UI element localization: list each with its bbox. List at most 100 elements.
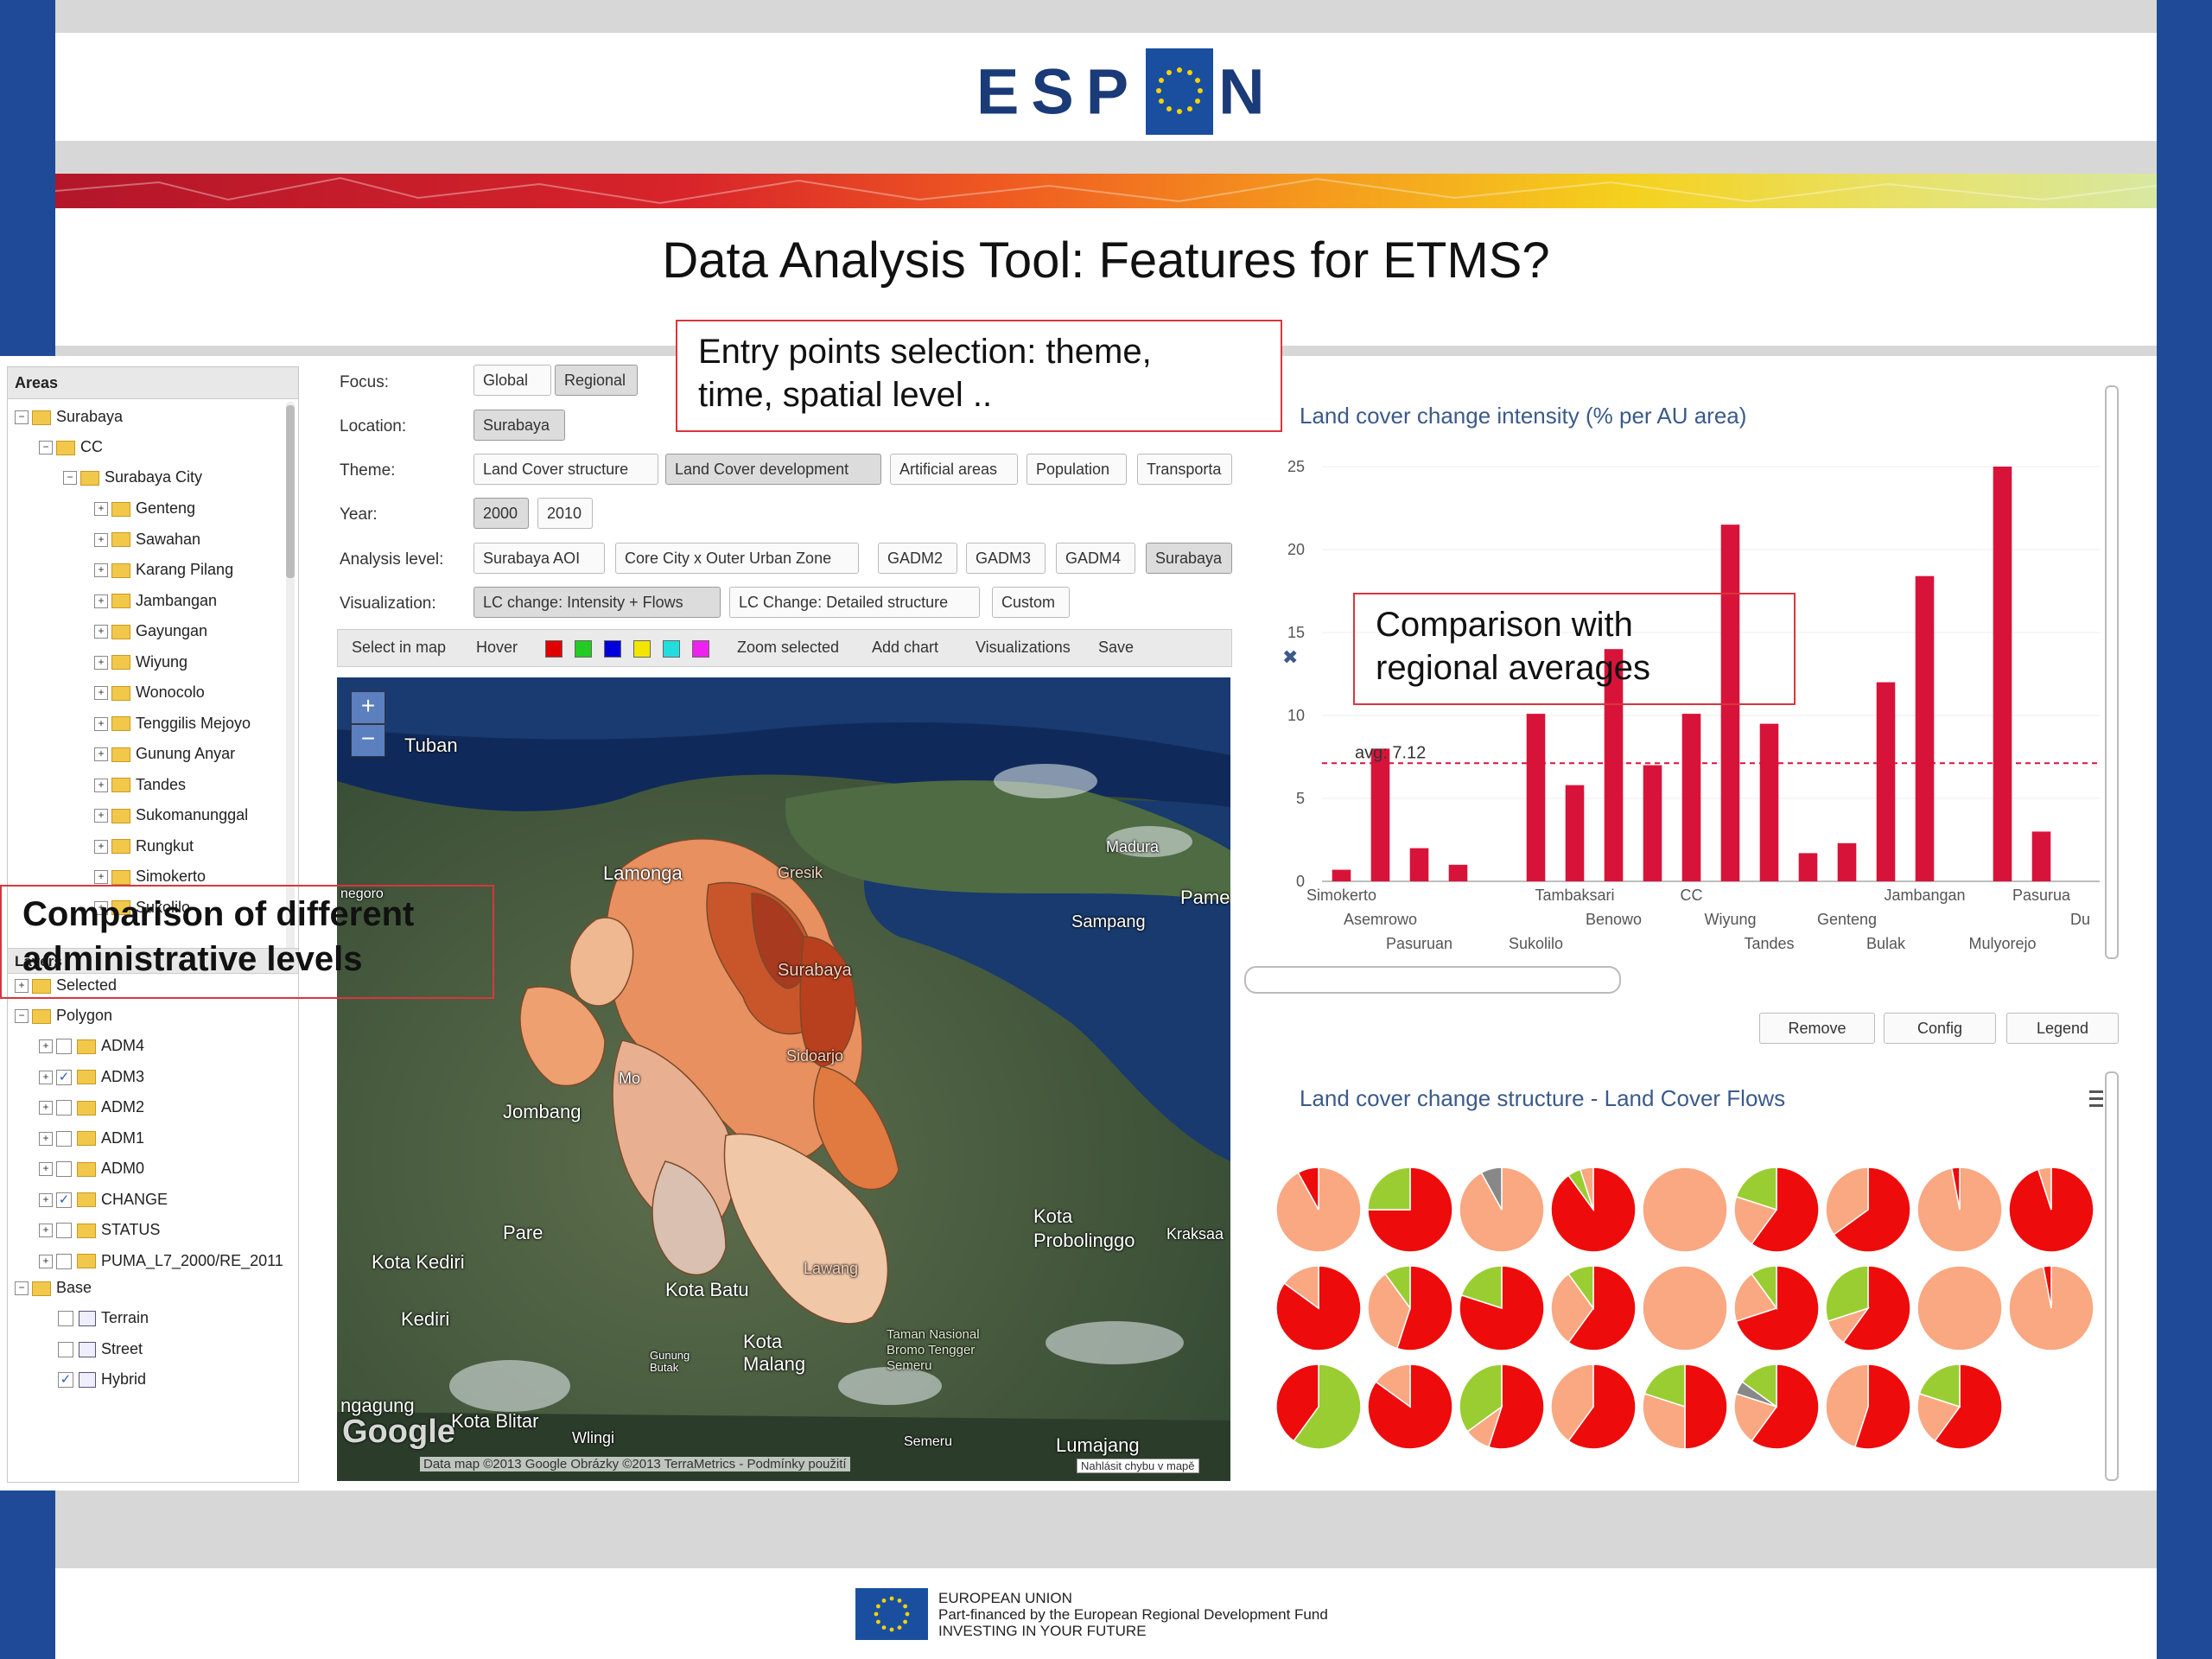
expand-icon[interactable]: + [94,900,108,915]
base-layer-item[interactable]: ✓ Hybrid [58,1366,146,1392]
viz-detailed-structure-button[interactable]: LC Change: Detailed structure [729,587,980,618]
tree-node-cc[interactable]: − CC [39,434,103,460]
expand-icon[interactable]: + [39,1101,53,1116]
tree-node-district[interactable]: + Genteng [94,495,195,521]
map-zoom-in-button[interactable]: + [351,691,385,724]
expand-icon[interactable]: + [39,1192,53,1207]
theme-land-cover-development-button[interactable]: Land Cover development [665,454,881,485]
layer-item[interactable]: + ✓ CHANGE [39,1186,168,1212]
layer-checkbox[interactable] [56,1223,72,1239]
analysis-gadm4-button[interactable]: GADM4 [1056,543,1135,574]
expand-icon[interactable]: + [39,1254,53,1268]
viz-intensity-flows-button[interactable]: LC change: Intensity + Flows [474,587,721,618]
base-layer-item[interactable]: Terrain [58,1305,149,1331]
chart-side-x-icon[interactable]: ✖ [1282,646,1299,668]
tree-node-district[interactable]: + Tandes [94,772,186,798]
tree-node-district[interactable]: + Tenggilis Mejoyo [94,710,251,736]
analysis-core-city-button[interactable]: Core City x Outer Urban Zone [615,543,859,574]
tree-node-district[interactable]: + Sawahan [94,526,200,552]
expand-icon[interactable]: + [15,979,29,994]
color-swatch-yellow[interactable] [633,640,651,658]
tree-node-district[interactable]: + Jambangan [94,588,217,613]
expand-icon[interactable]: + [39,1162,53,1177]
config-chart-button[interactable]: Config [1884,1013,1996,1044]
chart-menu-icon[interactable] [2089,1090,2103,1109]
map-zoom-out-button[interactable]: − [351,724,385,757]
expand-icon[interactable]: + [39,1039,53,1054]
theme-land-cover-structure-button[interactable]: Land Cover structure [474,454,658,485]
layer-checkbox[interactable]: ✓ [58,1372,73,1389]
layer-item[interactable]: + ADM1 [39,1125,144,1151]
layer-checkbox[interactable] [56,1100,72,1116]
expand-icon[interactable]: + [94,839,108,854]
analysis-gadm3-button[interactable]: GADM3 [966,543,1046,574]
expand-icon[interactable]: + [94,716,108,731]
tree-scrollbar[interactable] [286,402,295,963]
expand-icon[interactable]: + [94,532,108,547]
expand-icon[interactable]: + [94,747,108,762]
layer-checkbox[interactable] [56,1130,72,1147]
legend-chart-button[interactable]: Legend [2006,1013,2119,1044]
pie-panel-scrollbar[interactable] [2105,1071,2119,1481]
remove-chart-button[interactable]: Remove [1759,1013,1875,1044]
tree-node-surabaya[interactable]: − Surabaya [15,404,123,429]
expand-icon[interactable]: + [94,870,108,885]
layer-item[interactable]: + ADM2 [39,1094,144,1120]
location-surabaya-button[interactable]: Surabaya [474,410,565,441]
layer-checkbox[interactable] [56,1253,72,1269]
collapse-icon[interactable]: − [15,1281,29,1296]
layer-checkbox[interactable]: ✓ [56,1192,72,1208]
expand-icon[interactable]: + [94,655,108,670]
expand-icon[interactable]: + [39,1070,53,1084]
analysis-gadm2-button[interactable]: GADM2 [878,543,957,574]
tree-node-district[interactable]: + Sukolilo [94,894,190,920]
expand-icon[interactable]: + [94,686,108,701]
collapse-icon[interactable]: − [15,410,29,425]
visualizations-button[interactable]: Visualizations [976,639,1071,656]
viz-custom-button[interactable]: Custom [992,587,1070,618]
layer-checkbox[interactable] [58,1311,73,1327]
theme-artificial-areas-button[interactable]: Artificial areas [890,454,1018,485]
tree-node-surabaya-city[interactable]: − Surabaya City [63,464,202,490]
expand-icon[interactable]: + [94,625,108,639]
layer-item[interactable]: + ADM0 [39,1155,144,1181]
chart-horizontal-scrollbar[interactable] [1244,966,1621,994]
map-attribution[interactable]: Data map ©2013 Google Obrázky ©2013 Terr… [420,1457,850,1471]
tree-node-selected[interactable]: + Selected [15,972,117,998]
analysis-surabaya-aoi-button[interactable]: Surabaya AOI [474,543,605,574]
base-layer-item[interactable]: Street [58,1336,143,1362]
color-swatch-red[interactable] [545,640,563,658]
year-2000-button[interactable]: 2000 [474,498,529,529]
expand-icon[interactable]: + [39,1131,53,1146]
color-swatch-green[interactable] [575,640,592,658]
theme-population-button[interactable]: Population [1027,454,1127,485]
theme-transport-button[interactable]: Transporta [1137,454,1232,485]
layer-item[interactable]: + PUMA_L7_2000/RE_2011 [39,1248,283,1274]
tree-node-district[interactable]: + Simokerto [94,863,206,889]
tree-node-district[interactable]: + Gunung Anyar [94,741,235,766]
focus-global-button[interactable]: Global [474,365,551,396]
tree-node-district[interactable]: + Wiyung [94,649,188,675]
layer-checkbox[interactable] [56,1161,72,1178]
chart-vertical-scrollbar[interactable] [2105,385,2119,959]
tree-node-base[interactable]: − Base [15,1274,92,1300]
expand-icon[interactable]: + [94,502,108,517]
expand-icon[interactable]: + [94,594,108,608]
analysis-surabaya-button[interactable]: Surabaya [1146,543,1232,574]
focus-regional-button[interactable]: Regional [555,365,638,396]
zoom-selected-button[interactable]: Zoom selected [737,639,840,656]
satellite-map[interactable]: + − Tuban Lamonga Madura Pame Sampang ne… [337,677,1230,1481]
expand-icon[interactable]: + [94,563,108,578]
tree-node-district[interactable]: + Wonocolo [94,679,205,705]
expand-icon[interactable]: + [39,1224,53,1238]
collapse-icon[interactable]: − [39,441,53,455]
tree-node-district[interactable]: + Gayungan [94,618,207,644]
year-2010-button[interactable]: 2010 [537,498,593,529]
layer-item[interactable]: + STATUS [39,1217,160,1243]
expand-icon[interactable]: + [94,778,108,792]
tree-node-district[interactable]: + Karang Pilang [94,556,233,582]
tree-node-district[interactable]: + Sukomanunggal [94,802,248,828]
tree-node-district[interactable]: + Rungkut [94,833,194,859]
hover-button[interactable]: Hover [476,639,518,656]
collapse-icon[interactable]: − [15,1009,29,1024]
